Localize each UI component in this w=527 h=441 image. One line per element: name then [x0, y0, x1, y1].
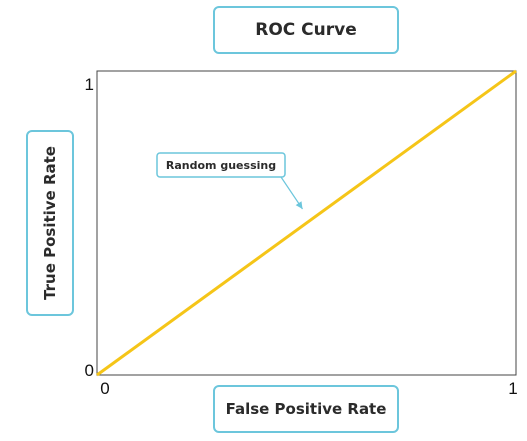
annotation: Random guessing: [156, 152, 303, 210]
x-tick-label: 1: [508, 379, 517, 398]
x-tick-label: 0: [100, 379, 109, 398]
series-layer: [96, 69, 517, 377]
annotation-arrowhead: [295, 201, 303, 209]
y-axis-label-box: True Positive Rate: [26, 130, 74, 316]
y-tick-label: 0: [85, 361, 94, 380]
x-axis-label: False Positive Rate: [225, 400, 387, 418]
annotation-text: Random guessing: [166, 159, 276, 172]
chart-title-box: ROC Curve: [213, 6, 399, 54]
series-line: [96, 69, 517, 377]
y-tick-label: 1: [85, 75, 94, 94]
annotation-box: [156, 152, 286, 178]
plot-area: [96, 70, 517, 376]
chart-title: ROC Curve: [255, 20, 357, 40]
x-axis-label-box: False Positive Rate: [213, 385, 399, 433]
